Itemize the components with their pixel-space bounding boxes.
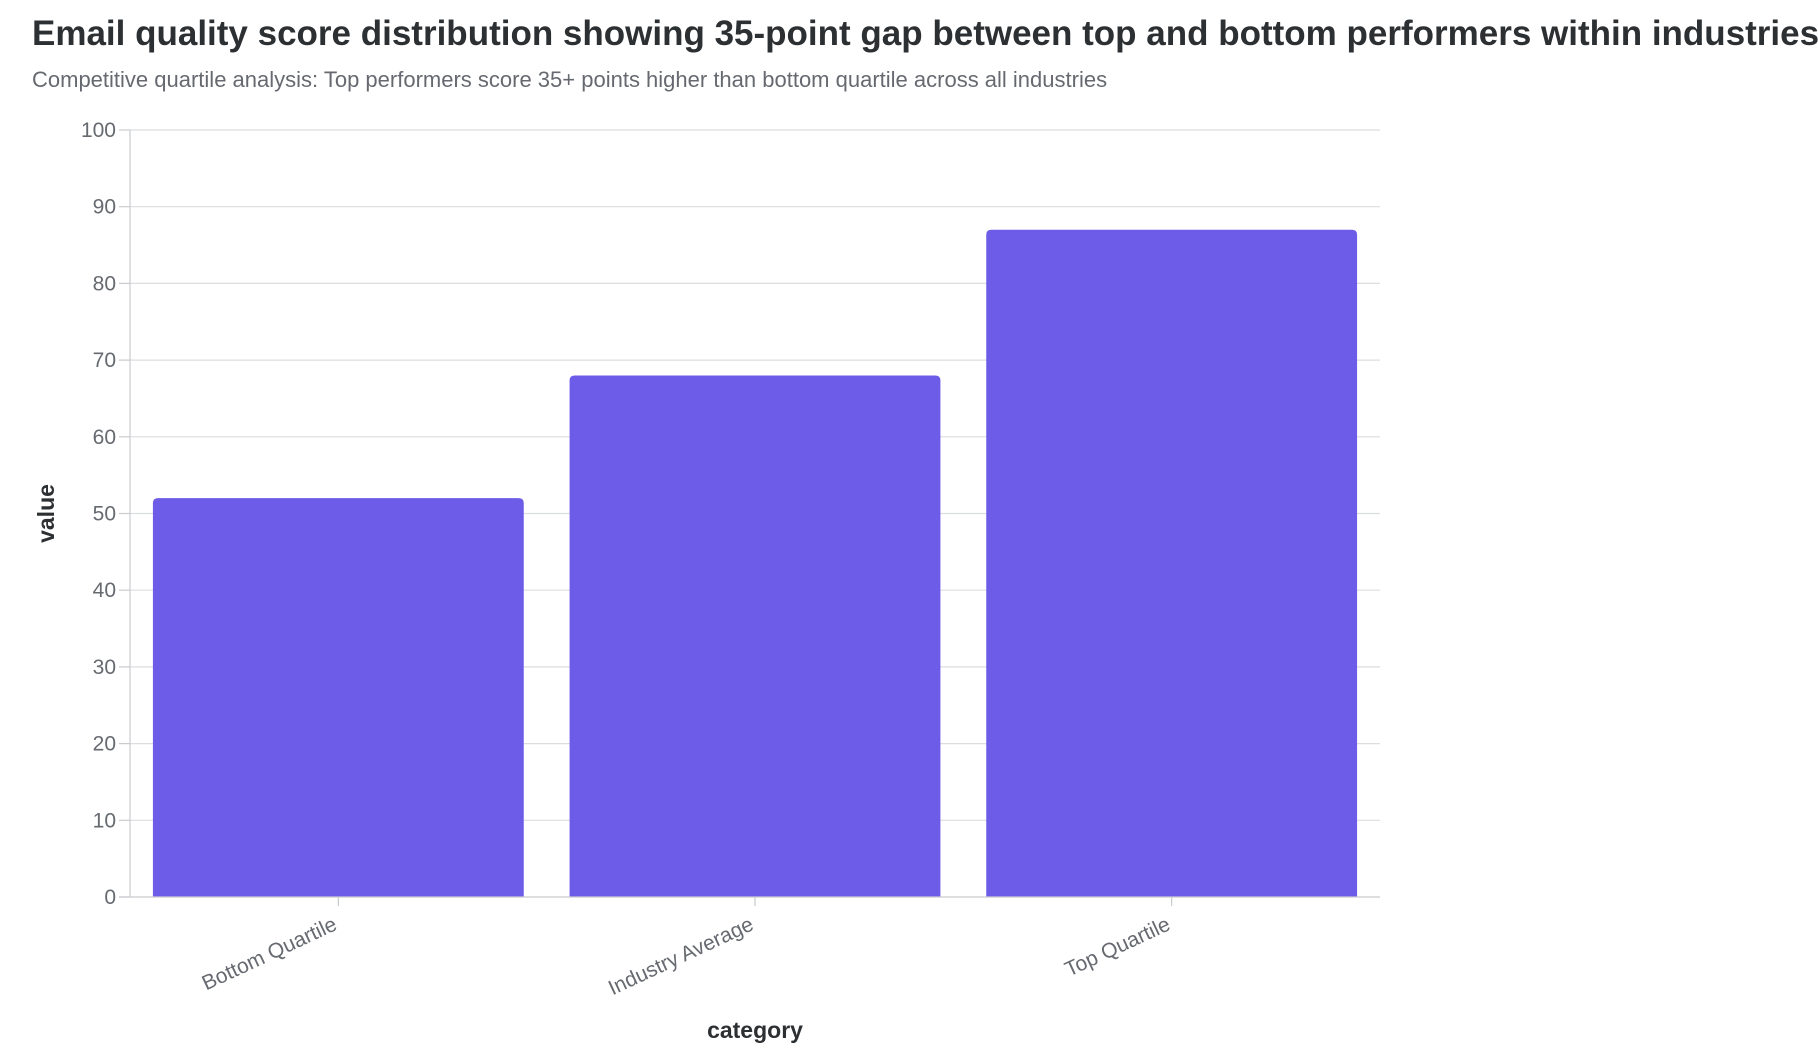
y-tick-label: 30 — [93, 656, 116, 679]
bar-bottom-quartile — [152, 498, 524, 897]
x-tick-label: Bottom Quartile — [198, 913, 340, 996]
y-axis-ticks: 0 10 20 30 40 50 60 70 80 90 100 — [81, 119, 130, 909]
y-axis-title: value — [33, 484, 59, 543]
y-tick-label: 60 — [93, 426, 116, 449]
y-tick-label: 0 — [104, 886, 116, 909]
y-tick-label: 80 — [93, 272, 116, 295]
y-tick-label: 50 — [93, 503, 116, 526]
y-tick-label: 10 — [93, 809, 116, 832]
y-tick-label: 70 — [93, 349, 116, 372]
x-axis-title: category — [707, 1017, 803, 1043]
x-tick-label: Top Quartile — [1061, 913, 1173, 982]
y-tick-label: 40 — [93, 579, 116, 602]
x-tick-label: Industry Average — [605, 913, 757, 1000]
chart-subtitle: Competitive quartile analysis: Top perfo… — [32, 67, 1108, 92]
x-axis-ticks: Bottom Quartile Industry Average Top Quart… — [198, 897, 1174, 1000]
y-tick-label: 20 — [93, 733, 116, 756]
bar-top-quartile — [986, 229, 1358, 897]
bars — [152, 229, 1358, 897]
y-tick-label: 90 — [93, 196, 116, 219]
bar-industry-average — [569, 375, 941, 897]
chart-title: Email quality score distribution showing… — [32, 14, 1818, 53]
y-tick-label: 100 — [81, 119, 116, 142]
